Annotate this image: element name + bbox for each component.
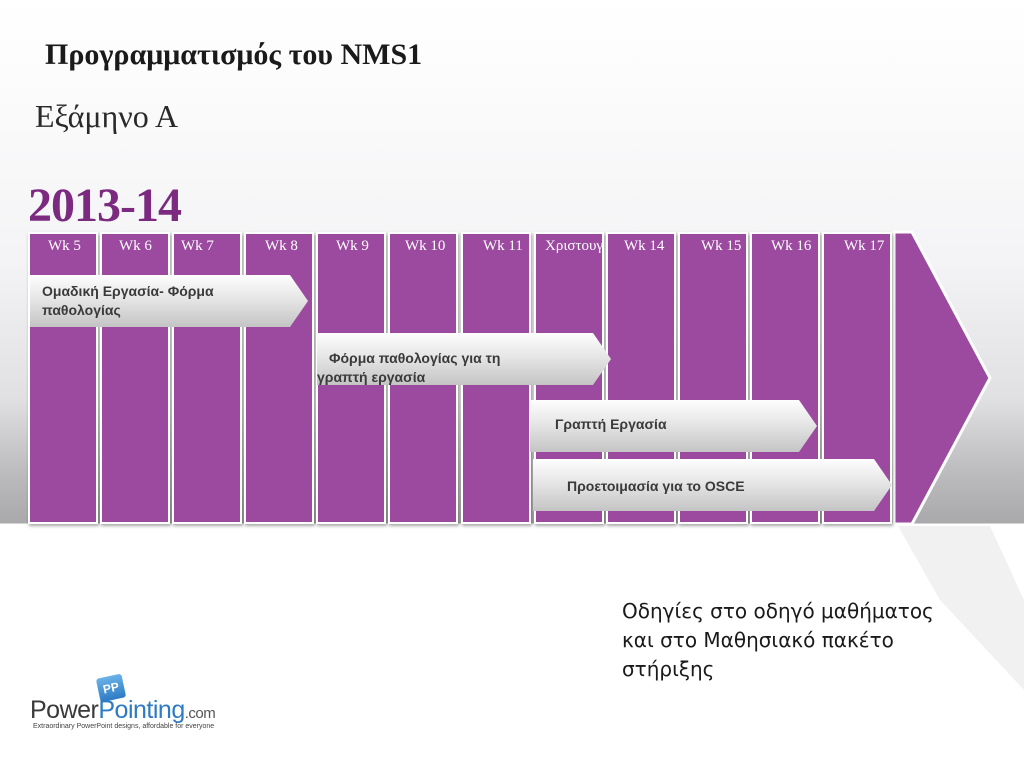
activity-label: Προετοιμασία για το OSCE <box>567 478 745 494</box>
week-label: Wk 17 <box>844 238 885 254</box>
week-label: Wk 10 <box>405 238 446 254</box>
page-title: Προγραμματισμός του NMS1 <box>45 38 423 71</box>
logo-wordmark: PowerPointing.com <box>30 696 216 725</box>
note-line: στήριξης <box>622 657 715 681</box>
week-label: Wk 9 <box>336 238 369 254</box>
note-line: Οδηγίες στο οδηγό μαθήματος <box>622 599 934 623</box>
arrow-reflection <box>898 526 1024 690</box>
week-label: Wk 6 <box>119 238 152 254</box>
activity-bar-group-work: Ομαδική Εργασία- Φόρμα παθολογίας <box>30 275 308 327</box>
logo-word-pointing: Pointing <box>98 696 185 724</box>
activity-label: Ομαδική Εργασία- Φόρμα <box>42 283 214 299</box>
week-label: Wk 8 <box>265 238 298 254</box>
week-label: Wk 5 <box>48 238 81 254</box>
page-subtitle: Εξάμηνο Α <box>35 98 179 134</box>
week-label: Wk 16 <box>771 238 812 254</box>
activity-bar-written-work: Γραπτή Εργασία <box>530 400 817 452</box>
week-label: Wk 14 <box>624 238 665 254</box>
logo-word-power: Power <box>30 696 99 724</box>
arrow-head <box>892 230 992 526</box>
activity-label: Γραπτή Εργασία <box>555 416 667 432</box>
activity-bar-osce-prep: Προετοιμασία για το OSCE <box>533 459 892 511</box>
logo-domain: .com <box>184 705 216 722</box>
activity-label: Φόρμα παθολογίας για τη <box>329 350 501 366</box>
note-line: και στο Μαθησιακό πακέτο <box>622 628 894 652</box>
activity-label: γραπτή εργασία <box>317 369 426 385</box>
instructions-note: Οδηγίες στο οδηγό μαθήματος και στο Μαθη… <box>622 597 1002 684</box>
logo-tagline: Extraordinary PowerPoint designs, afford… <box>33 723 215 730</box>
powerpointing-logo: PP PowerPointing.com Extraordinary Power… <box>30 673 230 738</box>
week-label: Wk 7 <box>181 238 214 254</box>
week-label: Χριστουγ <box>545 238 604 254</box>
academic-year: 2013-14 <box>28 179 182 232</box>
activity-label: παθολογίας <box>42 302 121 318</box>
week-label: Wk 15 <box>701 238 742 254</box>
activity-bar-pathology-form: Φόρμα παθολογίας για τη γραπτή εργασία <box>317 333 611 385</box>
week-label: Wk 11 <box>483 238 523 254</box>
